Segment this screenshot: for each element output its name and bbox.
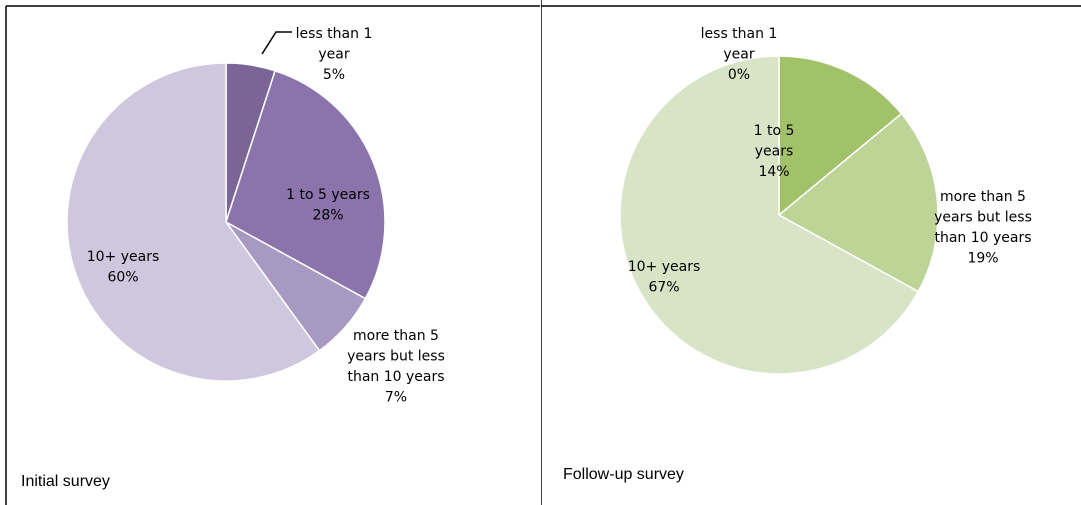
slice-label-less-than-1-year: less than 1 year 0% [701,26,778,83]
slice-label-1-to-5-years: 1 to 5 years 14% [754,123,795,180]
slice-label-less-than-1-year: less than 1 year 5% [296,26,373,83]
slice-label-line: 1 to 5 [754,123,795,139]
follow-up-survey-pie [619,55,939,375]
slice-label-line: 28% [312,208,343,224]
initial-survey-panel: less than 1 year 5% 1 to 5 years 28% more tha… [5,5,540,505]
slice-label-line: 10+ years [87,249,160,265]
pie-slice-more-than-5-years-but-less-than-10-years [777,112,939,293]
slice-label-line: 67% [648,280,679,296]
chart-caption: Follow-up survey [563,466,684,483]
slice-label-line: less than 1 [296,26,373,42]
slice-label-line: 1 to 5 years [286,187,370,203]
chart-caption: Initial survey [21,473,110,490]
follow-up-survey-panel: less than 1 year 0% 1 to 5 years 14% more than… [541,0,1081,505]
slice-label-line: 14% [758,164,789,180]
leader-line [261,31,292,55]
slice-label-line: year [318,47,349,63]
slice-label-line: than 10 years [934,230,1031,246]
slice-label-more-than-5-years-but-less-than-10-years: more than 5 years but less than 10 years 7% [347,328,445,406]
slice-label-more-than-5-years-but-less-than-10-years: more than 5 years but less than 10 years 19… [934,189,1032,267]
slice-label-line: more than 5 [940,189,1026,205]
follow-up-survey-labels: less than 1 year 0% 1 to 5 years 14% more than… [628,26,1032,296]
slice-label-10-years: 10+ years 67% [628,259,701,296]
pie-slice-1-to-5-years [225,69,386,300]
slice-label-line: 10+ years [628,259,701,275]
slice-label-line: 19% [967,251,998,267]
slice-label-line: years but less [934,210,1032,226]
slice-label-line: less than 1 [701,26,778,42]
pie-slice-1-to-5-years [778,55,903,217]
slice-label-line: than 10 years [347,369,444,385]
initial-survey-labels: less than 1 year 5% 1 to 5 years 28% more tha… [87,26,445,406]
slice-label-line: years but less [347,349,445,365]
slice-label-1-to-5-years: 1 to 5 years 28% [286,187,370,224]
initial-survey-pie [66,62,386,382]
pie-slice-10-years [619,55,920,375]
slice-label-line: 7% [385,390,407,406]
slice-label-line: years [755,144,794,160]
slice-label-line: 5% [323,67,345,83]
slice-label-line: more than 5 [353,328,439,344]
slice-label-line: 60% [107,270,138,286]
slice-label-line: 0% [728,67,750,83]
pie-slice-10-years [66,62,321,382]
slice-label-10-years: 10+ years 60% [87,249,160,286]
slice-label-line: year [723,47,754,63]
